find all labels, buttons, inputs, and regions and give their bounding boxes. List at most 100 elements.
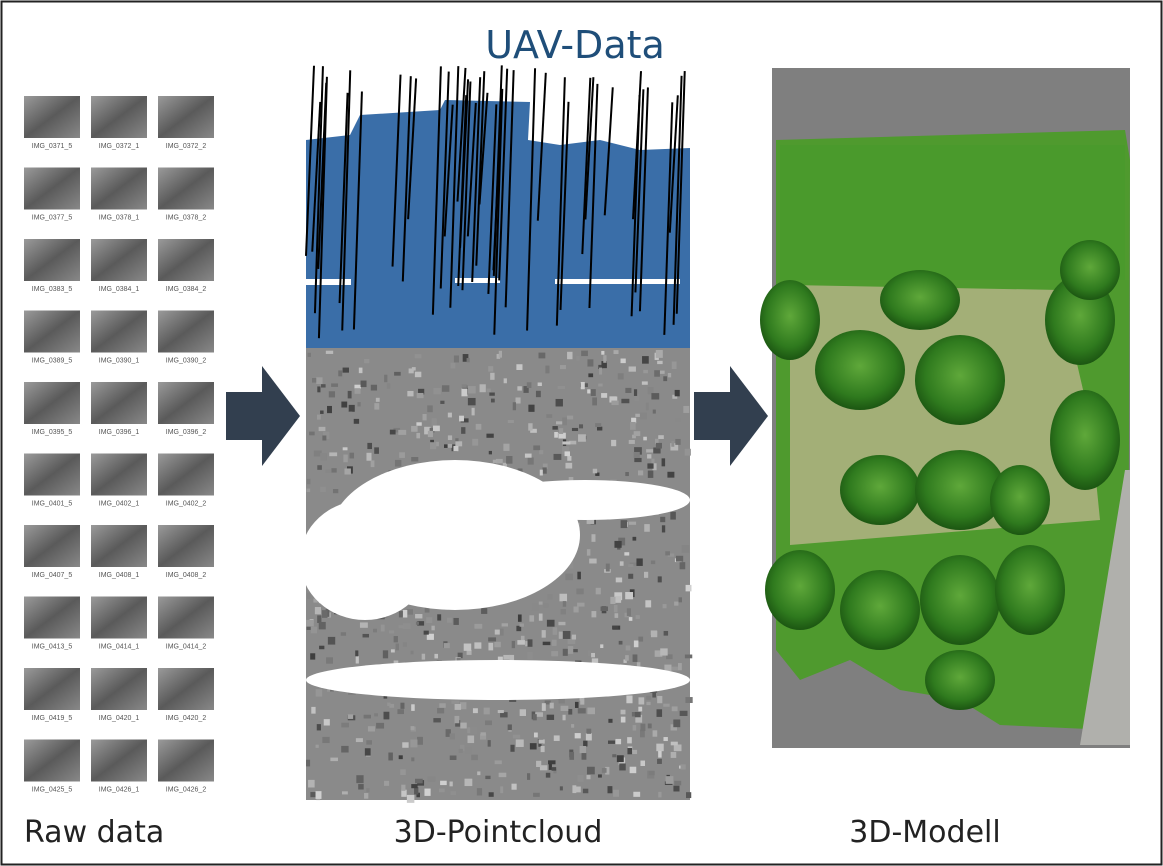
point bbox=[411, 704, 415, 711]
point bbox=[634, 431, 641, 436]
point bbox=[453, 446, 458, 451]
point bbox=[373, 629, 377, 633]
point bbox=[586, 775, 590, 779]
point bbox=[448, 435, 452, 440]
point bbox=[481, 608, 487, 614]
point bbox=[660, 517, 665, 522]
point bbox=[430, 442, 436, 449]
point bbox=[449, 782, 452, 787]
point bbox=[651, 561, 655, 565]
point bbox=[527, 773, 530, 780]
thumbnail bbox=[91, 96, 147, 138]
point bbox=[587, 549, 591, 555]
point bbox=[512, 641, 515, 648]
point bbox=[398, 430, 406, 435]
tree bbox=[840, 455, 920, 525]
point bbox=[552, 767, 557, 771]
tree bbox=[1060, 240, 1120, 300]
point bbox=[448, 444, 453, 448]
point bbox=[407, 795, 415, 803]
point bbox=[511, 784, 516, 790]
point bbox=[440, 781, 447, 785]
point bbox=[635, 712, 641, 717]
point bbox=[450, 756, 457, 760]
point bbox=[648, 471, 654, 478]
point bbox=[666, 776, 674, 784]
point bbox=[591, 389, 596, 396]
point bbox=[646, 696, 651, 700]
pointcloud-image bbox=[300, 60, 693, 803]
file-name: IMG_0414_1 bbox=[99, 644, 140, 651]
point bbox=[494, 642, 501, 647]
point bbox=[628, 574, 633, 579]
point bbox=[592, 397, 597, 405]
point bbox=[636, 558, 642, 565]
point bbox=[561, 609, 566, 614]
file-name: IMG_0371_5 bbox=[32, 143, 73, 150]
point bbox=[399, 755, 403, 759]
point bbox=[598, 383, 602, 386]
point bbox=[341, 746, 348, 753]
thumbnail bbox=[91, 454, 147, 496]
point bbox=[563, 649, 568, 656]
point bbox=[627, 748, 632, 754]
point bbox=[565, 451, 570, 456]
point bbox=[554, 432, 558, 438]
point bbox=[415, 614, 422, 618]
point bbox=[543, 603, 548, 608]
point bbox=[460, 723, 466, 729]
point bbox=[428, 431, 433, 437]
point bbox=[317, 386, 320, 392]
point bbox=[454, 355, 459, 362]
thumbnail bbox=[24, 382, 80, 424]
point bbox=[654, 370, 660, 377]
point bbox=[493, 460, 497, 463]
point bbox=[399, 452, 405, 458]
point bbox=[527, 382, 532, 388]
point bbox=[583, 741, 587, 747]
point bbox=[329, 452, 337, 456]
point bbox=[486, 434, 493, 438]
point bbox=[317, 615, 321, 623]
point bbox=[366, 453, 371, 461]
point bbox=[357, 402, 360, 406]
point bbox=[472, 439, 478, 446]
point bbox=[557, 386, 565, 389]
point bbox=[410, 739, 417, 747]
point bbox=[356, 738, 363, 742]
point bbox=[587, 767, 595, 775]
point bbox=[563, 715, 566, 721]
point bbox=[543, 642, 551, 645]
point bbox=[660, 648, 667, 655]
point bbox=[680, 711, 688, 716]
point bbox=[621, 399, 629, 403]
point bbox=[608, 719, 612, 723]
point bbox=[326, 657, 333, 663]
tree bbox=[925, 650, 995, 710]
point bbox=[583, 789, 588, 794]
point bbox=[608, 741, 615, 744]
point bbox=[360, 622, 368, 627]
point bbox=[490, 373, 494, 380]
point bbox=[397, 709, 404, 714]
point bbox=[671, 752, 677, 758]
point bbox=[664, 665, 671, 672]
point bbox=[476, 424, 482, 430]
point bbox=[670, 512, 676, 520]
point bbox=[415, 779, 423, 784]
point bbox=[674, 744, 682, 751]
point bbox=[587, 708, 595, 715]
point bbox=[415, 372, 421, 378]
point bbox=[539, 353, 546, 359]
point bbox=[358, 784, 363, 789]
point bbox=[601, 393, 607, 398]
point bbox=[634, 452, 640, 458]
point bbox=[495, 760, 502, 764]
point bbox=[306, 620, 314, 627]
point bbox=[651, 393, 659, 399]
point bbox=[400, 703, 404, 709]
point bbox=[562, 441, 570, 444]
point bbox=[484, 708, 490, 715]
thumbnail bbox=[158, 454, 214, 496]
point bbox=[589, 559, 596, 564]
